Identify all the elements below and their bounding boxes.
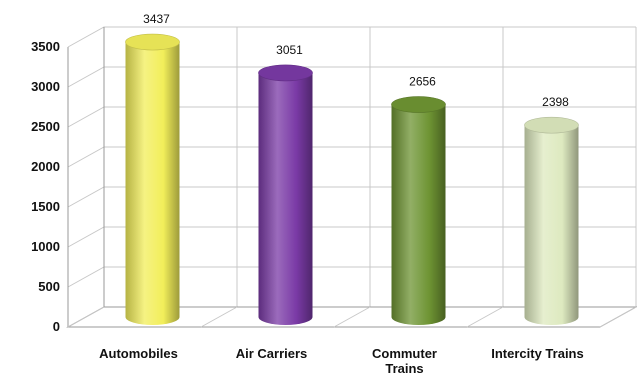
bars [125,33,579,326]
data-labels: 3437 3051 2656 2398 [143,12,569,109]
bar-top [125,33,180,51]
bar [125,33,180,325]
bar [258,64,313,325]
bar-body [391,104,446,326]
y-tick-label: 2000 [31,159,60,174]
bar-body [258,72,313,325]
bar [524,116,579,325]
y-tick-label: 0 [53,319,60,334]
x-axis-categories: Automobiles Air Carriers Commuter Trains Int… [99,346,584,376]
bar-top [391,96,446,113]
y-tick-label: 2500 [31,119,60,134]
floor-divider [67,306,105,328]
x-tick-label: Automobiles [99,346,178,361]
data-label: 3437 [143,12,170,26]
bar-top [524,116,579,134]
floor-divider [466,306,504,328]
x-tick-label: Intercity Trains [491,346,583,361]
y-tick-label: 3000 [31,79,60,94]
bar-body [524,125,579,325]
y-tick-label: 500 [38,279,60,294]
y-axis-ticks: 0 500 1000 1500 2000 2500 3000 3500 [31,39,60,334]
axes [66,27,637,328]
y-tick-label: 3500 [31,39,60,54]
x-tick-label: Air Carriers [236,346,308,361]
y-tick-label: 1000 [31,239,60,254]
bar [391,96,446,326]
x-tick-label: Commuter Trains [372,346,437,376]
bar-body [125,42,180,325]
data-label: 2656 [409,75,436,89]
y-tick-label: 1500 [31,199,60,214]
data-label: 3051 [276,43,303,57]
floor-divider [333,306,371,328]
data-label: 2398 [542,95,569,109]
floor-divider [599,306,637,328]
bar-top [258,64,313,82]
floor-divider [200,306,238,328]
